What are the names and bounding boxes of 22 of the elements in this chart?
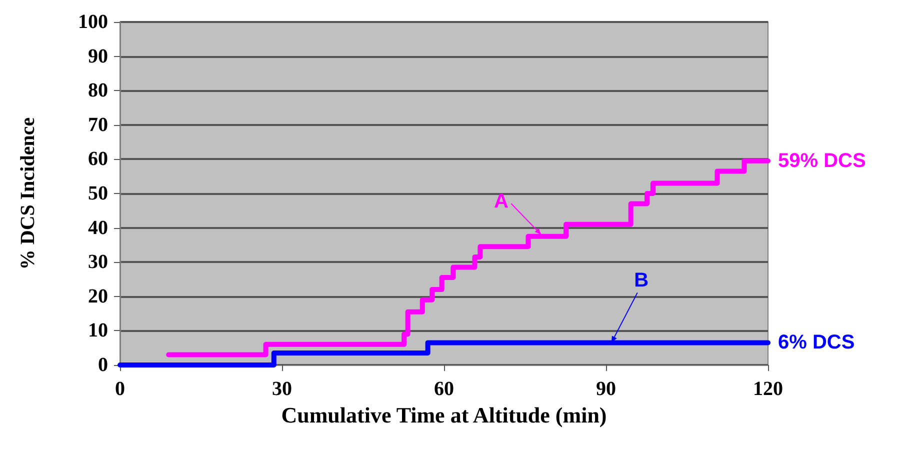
y-tick-label: 50 <box>88 182 108 204</box>
x-tick-label: 120 <box>753 378 783 400</box>
annotation: 59% DCS <box>778 150 866 172</box>
x-tick-label: 0 <box>115 378 125 400</box>
annotation: A <box>494 190 508 213</box>
y-tick-label: 90 <box>88 45 108 68</box>
y-tick-label: 20 <box>88 285 108 308</box>
y-tick-label: 30 <box>88 251 108 274</box>
annotation: B <box>634 270 649 292</box>
y-tick-label: 70 <box>88 114 108 136</box>
y-tick-label: 80 <box>88 80 108 102</box>
annotation: 6% DCS <box>778 332 855 354</box>
x-axis-title: Cumulative Time at Altitude (min) <box>281 402 607 428</box>
y-tick-label: 10 <box>88 320 108 342</box>
x-tick-label: 60 <box>434 378 454 400</box>
y-tick-label: 100 <box>78 11 108 33</box>
y-tick-label: 0 <box>98 354 108 376</box>
y-tick-label: 60 <box>88 148 108 170</box>
y-axis-title: % DCS Incidence <box>17 117 39 270</box>
y-tick-label: 40 <box>88 216 108 239</box>
x-tick-label: 90 <box>596 378 616 400</box>
x-tick-label: 30 <box>272 378 292 400</box>
